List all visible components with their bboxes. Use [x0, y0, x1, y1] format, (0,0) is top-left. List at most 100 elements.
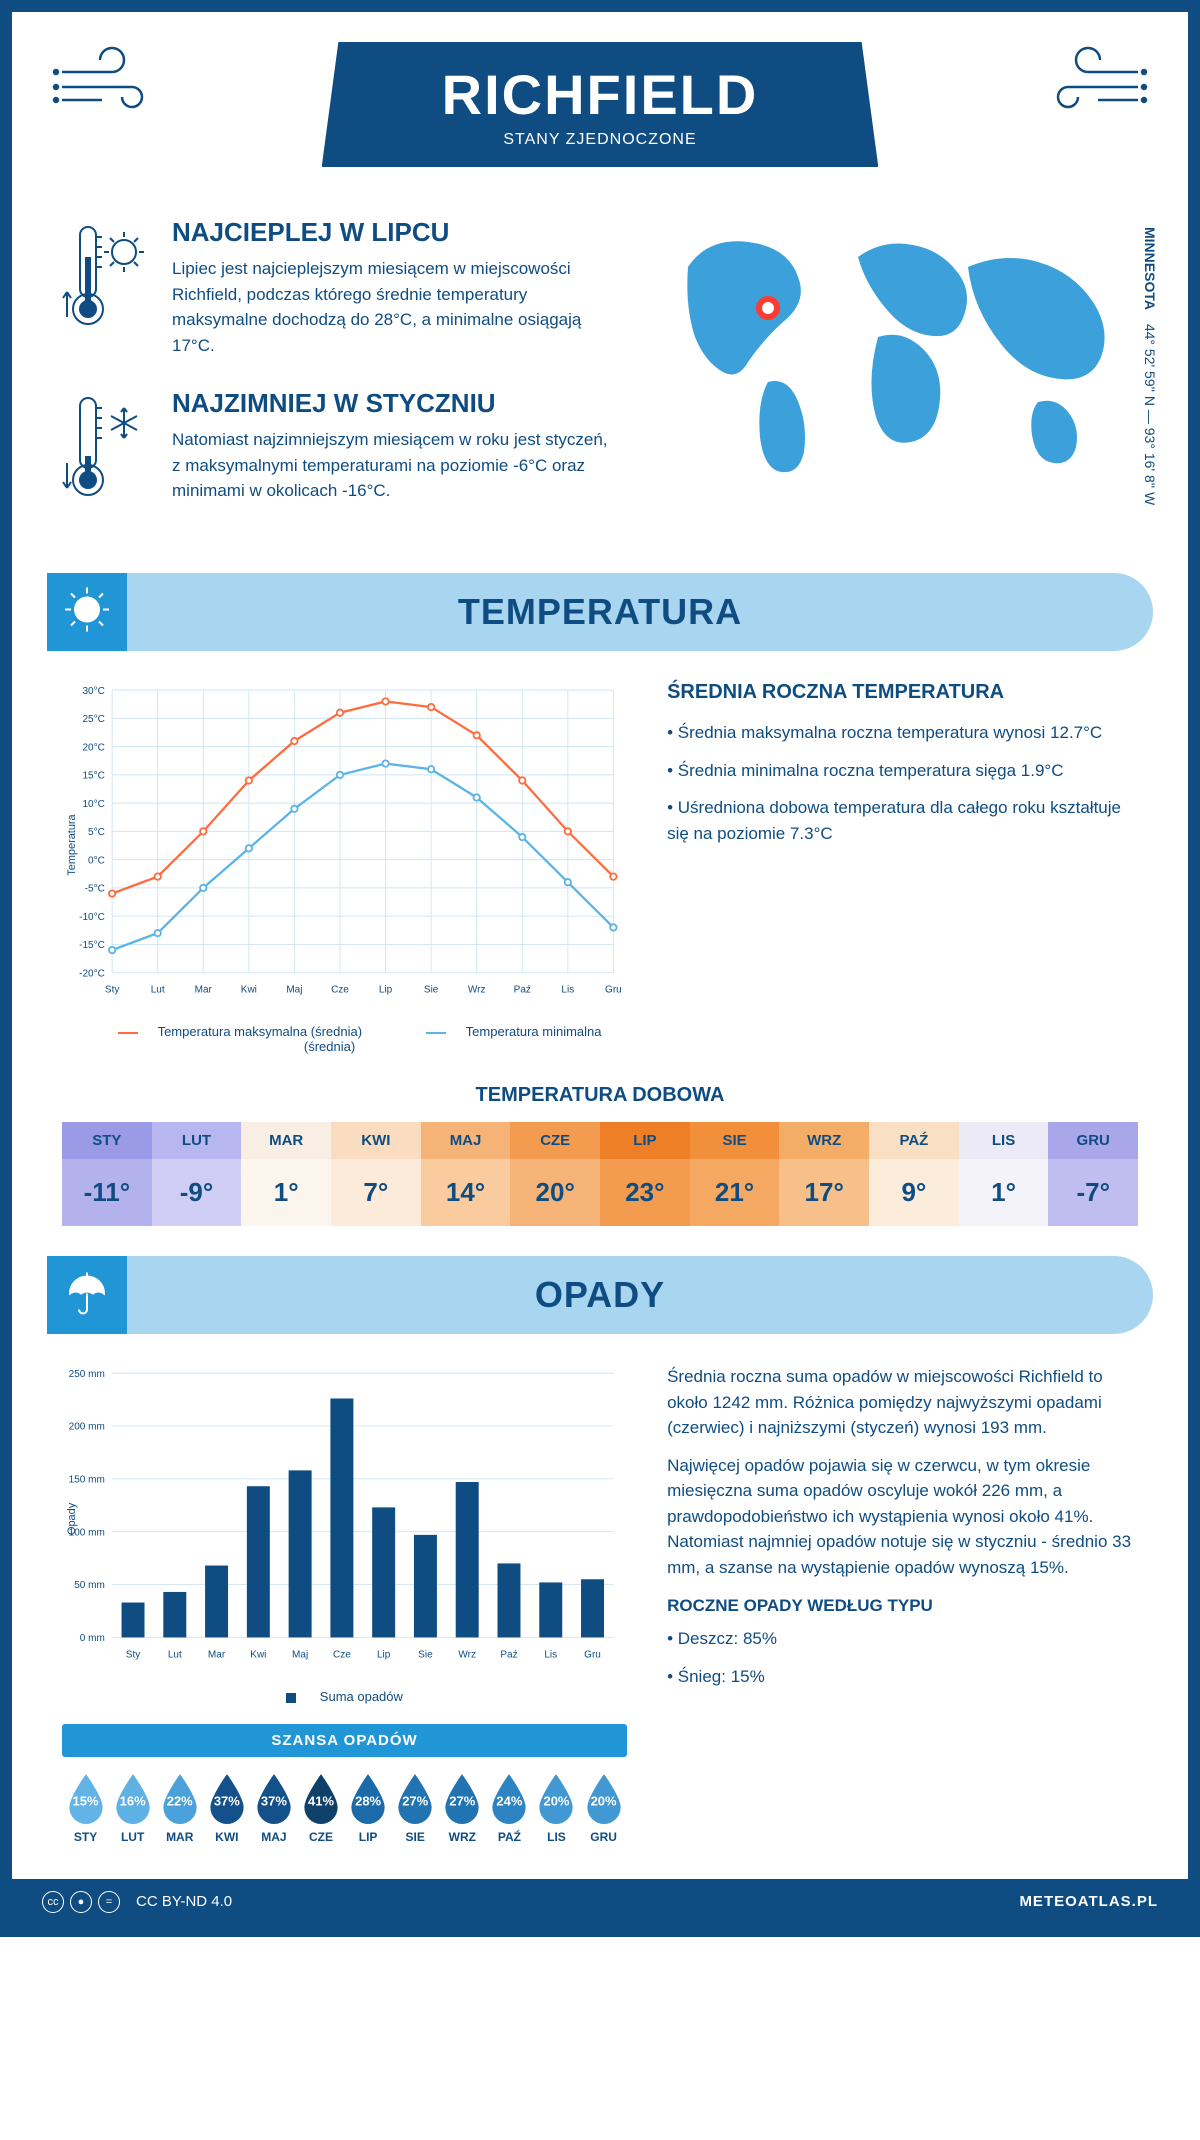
- precip-type-bullet: • Deszcz: 85%: [667, 1626, 1138, 1652]
- page-title: RICHFIELD: [442, 62, 759, 127]
- temp-cell-month: MAR: [241, 1122, 331, 1159]
- svg-text:20°C: 20°C: [82, 742, 104, 753]
- wind-icon: [52, 42, 172, 127]
- svg-text:Wrz: Wrz: [458, 1650, 476, 1661]
- svg-text:Cze: Cze: [331, 985, 349, 996]
- drop-item: 37%MAJ: [250, 1772, 297, 1844]
- footer: cc ● = CC BY-ND 4.0 METEOATLAS.PL: [12, 1879, 1188, 1925]
- temperature-side: ŚREDNIA ROCZNA TEMPERATURA • Średnia mak…: [667, 681, 1138, 1054]
- drop-month: KWI: [203, 1830, 250, 1844]
- site-name: METEOATLAS.PL: [1019, 1893, 1158, 1910]
- raindrop-icon: 27%: [441, 1772, 483, 1824]
- svg-text:Lip: Lip: [377, 1650, 391, 1661]
- location-marker: [759, 299, 777, 317]
- raindrop-icon: 20%: [583, 1772, 625, 1824]
- raindrop-icon: 37%: [206, 1772, 248, 1824]
- svg-text:Sie: Sie: [424, 985, 439, 996]
- hot-title: NAJCIEPLEJ W LIPCU: [172, 217, 618, 248]
- svg-text:Wrz: Wrz: [468, 985, 486, 996]
- precipitation-title: OPADY: [47, 1274, 1153, 1316]
- drop-item: 24%PAŹ: [486, 1772, 533, 1844]
- hot-text: Lipiec jest najcieplejszym miesiącem w m…: [172, 256, 618, 358]
- svg-text:Maj: Maj: [292, 1650, 308, 1661]
- temp-cell-month: LIS: [959, 1122, 1049, 1159]
- precipitation-legend: Suma opadów: [62, 1689, 627, 1704]
- temperature-section-header: TEMPERATURA: [47, 573, 1153, 651]
- temp-cell-value: 14°: [421, 1159, 511, 1226]
- svg-text:Lip: Lip: [379, 985, 393, 996]
- temperature-legend: Temperatura maksymalna (średnia) Tempera…: [62, 1024, 627, 1054]
- svg-text:-5°C: -5°C: [85, 884, 105, 895]
- umbrella-icon: [62, 1268, 112, 1323]
- precipitation-chart: 0 mm50 mm100 mm150 mm200 mm250 mmStyLutM…: [62, 1364, 627, 1674]
- wind-icon: [1028, 42, 1148, 127]
- drop-item: 41%CZE: [297, 1772, 344, 1844]
- temp-cell-value: 7°: [331, 1159, 421, 1226]
- page-subtitle: STANY ZJEDNOCZONE: [442, 131, 759, 149]
- temp-cell-month: STY: [62, 1122, 152, 1159]
- svg-text:Sie: Sie: [418, 1650, 433, 1661]
- svg-text:Lis: Lis: [544, 1650, 557, 1661]
- header: RICHFIELD STANY ZJEDNOCZONE: [12, 12, 1188, 187]
- drop-item: 16%LUT: [109, 1772, 156, 1844]
- temp-cell: LUT-9°: [152, 1122, 242, 1226]
- svg-text:250 mm: 250 mm: [69, 1369, 105, 1380]
- temp-cell-value: -7°: [1048, 1159, 1138, 1226]
- temp-cell: MAJ14°: [421, 1122, 511, 1226]
- nd-icon: =: [98, 1891, 120, 1913]
- daily-temp-title: TEMPERATURA DOBOWA: [62, 1084, 1138, 1107]
- temp-cell: PAŹ9°: [869, 1122, 959, 1226]
- svg-text:-15°C: -15°C: [79, 940, 105, 951]
- intro-section: NAJCIEPLEJ W LIPCU Lipiec jest najcieple…: [12, 187, 1188, 573]
- svg-text:30°C: 30°C: [82, 686, 104, 697]
- svg-text:Cze: Cze: [333, 1650, 351, 1661]
- legend-sum: Suma opadów: [320, 1689, 403, 1704]
- precipitation-section-header: OPADY: [47, 1256, 1153, 1334]
- temp-cell-month: WRZ: [779, 1122, 869, 1159]
- temp-cell-value: -9°: [152, 1159, 242, 1226]
- drop-item: 15%STY: [62, 1772, 109, 1844]
- cold-text: Natomiast najzimniejszym miesiącem w rok…: [172, 427, 618, 504]
- temp-cell-value: 23°: [600, 1159, 690, 1226]
- svg-text:Paź: Paź: [500, 1650, 517, 1661]
- sun-icon: [62, 585, 112, 640]
- daily-temp-table: STY-11°LUT-9°MAR1°KWI7°MAJ14°CZE20°LIP23…: [62, 1122, 1138, 1226]
- state-name: MINNESOTA: [1142, 227, 1158, 310]
- svg-text:-20°C: -20°C: [79, 968, 105, 979]
- svg-text:15°C: 15°C: [82, 771, 104, 782]
- svg-text:200 mm: 200 mm: [69, 1422, 105, 1433]
- temp-cell-month: SIE: [690, 1122, 780, 1159]
- svg-text:10°C: 10°C: [82, 799, 104, 810]
- svg-text:Lut: Lut: [168, 1650, 182, 1661]
- world-map: MINNESOTA 44° 52' 59'' N — 93° 16' 8'' W: [658, 217, 1138, 543]
- raindrop-icon: 24%: [488, 1772, 530, 1824]
- raindrop-icon: 28%: [347, 1772, 389, 1824]
- svg-text:-10°C: -10°C: [79, 912, 105, 923]
- svg-text:25°C: 25°C: [82, 714, 104, 725]
- temperature-chart: -20°C-15°C-10°C-5°C0°C5°C10°C15°C20°C25°…: [62, 681, 627, 1009]
- drop-item: 20%LIS: [533, 1772, 580, 1844]
- precip-paragraph: Najwięcej opadów pojawia się w czerwcu, …: [667, 1453, 1138, 1581]
- coords-text: 44° 52' 59'' N — 93° 16' 8'' W: [1142, 324, 1158, 505]
- svg-text:Sty: Sty: [126, 1650, 140, 1661]
- cold-month-block: NAJZIMNIEJ W STYCZNIU Natomiast najzimni…: [62, 388, 618, 513]
- drop-item: 20%GRU: [580, 1772, 627, 1844]
- svg-text:Gru: Gru: [605, 985, 622, 996]
- drop-item: 27%SIE: [392, 1772, 439, 1844]
- hot-month-block: NAJCIEPLEJ W LIPCU Lipiec jest najcieple…: [62, 217, 618, 358]
- temp-cell-month: MAJ: [421, 1122, 511, 1159]
- svg-text:50 mm: 50 mm: [74, 1580, 105, 1591]
- precip-type-bullet: • Śnieg: 15%: [667, 1664, 1138, 1690]
- thermometer-hot-icon: [62, 217, 152, 358]
- svg-text:Lis: Lis: [561, 985, 574, 996]
- svg-text:Sty: Sty: [105, 985, 119, 996]
- svg-text:150 mm: 150 mm: [69, 1475, 105, 1486]
- drop-item: 22%MAR: [156, 1772, 203, 1844]
- temp-cell-value: -11°: [62, 1159, 152, 1226]
- temp-cell-value: 1°: [959, 1159, 1049, 1226]
- temp-cell-value: 21°: [690, 1159, 780, 1226]
- temp-cell-value: 1°: [241, 1159, 331, 1226]
- infographic-frame: RICHFIELD STANY ZJEDNOCZONE NAJCIEPLEJ W…: [0, 0, 1200, 1937]
- by-icon: ●: [70, 1891, 92, 1913]
- temp-cell: STY-11°: [62, 1122, 152, 1226]
